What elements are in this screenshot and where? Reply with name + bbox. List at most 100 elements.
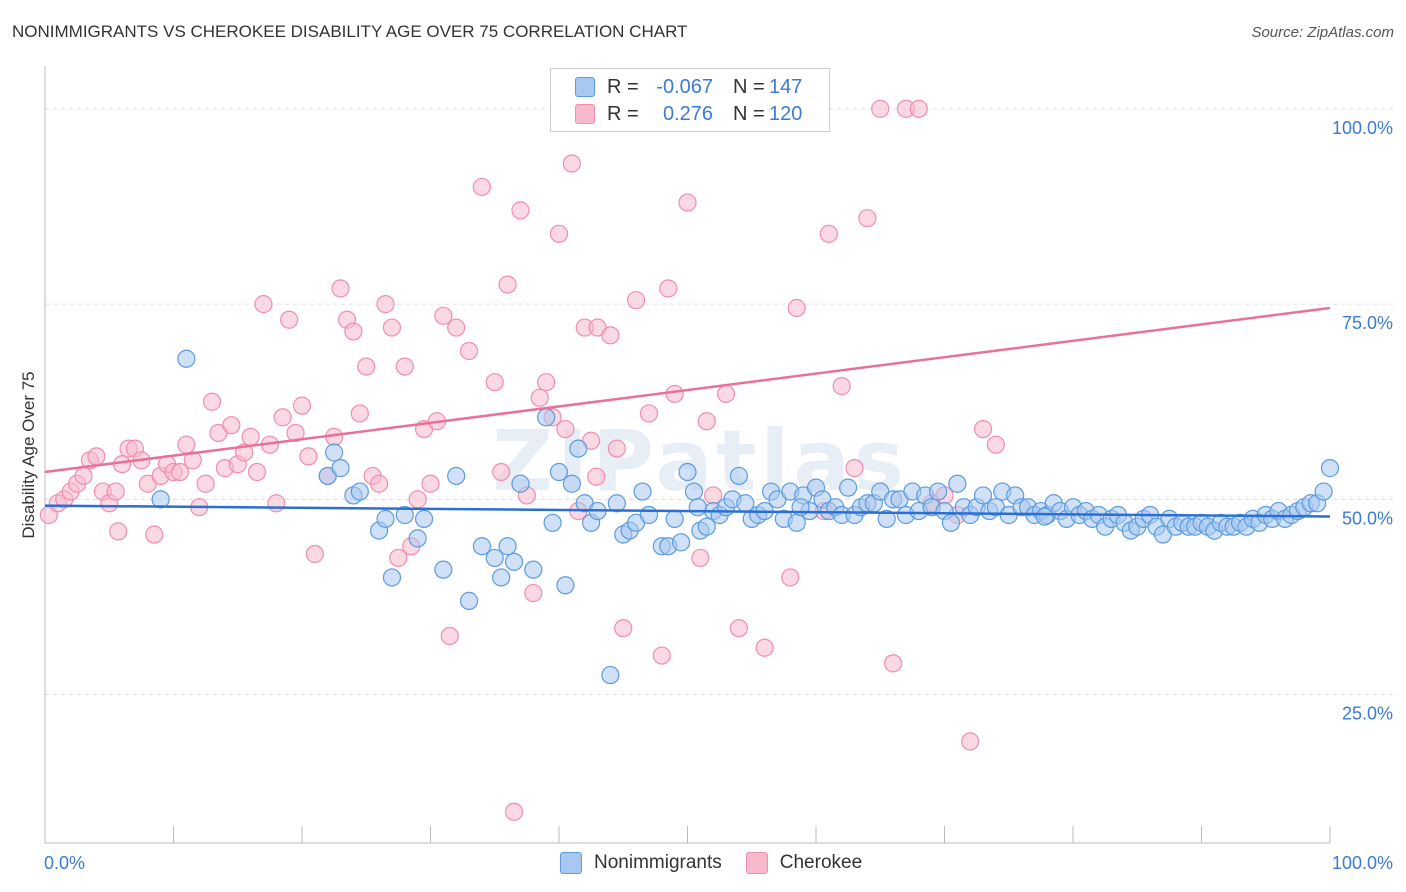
data-point (292, 396, 312, 415)
data-point (504, 802, 524, 821)
data-point (485, 373, 504, 392)
data-point (839, 478, 858, 497)
data-point (504, 552, 524, 571)
data-point (562, 474, 581, 493)
data-point (524, 560, 543, 579)
data-point (267, 494, 286, 513)
cherokee-points (39, 99, 1006, 821)
data-point (440, 626, 459, 646)
data-point (151, 490, 170, 509)
data-point (607, 494, 626, 513)
data-point (549, 462, 569, 482)
trend-line-nonimmigrants (44, 504, 1331, 518)
data-point (671, 533, 691, 552)
data-point (986, 435, 1006, 454)
legend-item-cherokee[interactable]: Cherokee (745, 852, 863, 874)
data-point (697, 412, 716, 431)
legend-swatch-cherokee (575, 104, 595, 124)
y-tick-label: 100.0% (1332, 118, 1393, 138)
correlation-legend: R = -0.067 N = 147 R = 0.276 N = 120 (550, 68, 830, 132)
data-point (688, 498, 707, 517)
data-point (639, 505, 659, 525)
data-point (845, 459, 864, 478)
data-point (941, 513, 961, 532)
data-point (183, 451, 202, 470)
data-point (973, 486, 993, 505)
legend-n-label: N = (733, 102, 765, 125)
x-tick-label: 0.0% (44, 853, 85, 873)
data-point (112, 455, 132, 474)
data-point (447, 318, 466, 337)
data-point (376, 295, 395, 314)
data-point (832, 377, 851, 396)
data-point (587, 467, 606, 486)
data-point (1320, 459, 1340, 478)
data-point (716, 384, 736, 404)
y-tick-labels: 25.0% 50.0% 75.0% 100.0% (1332, 118, 1393, 724)
data-point (299, 447, 318, 466)
data-point (607, 439, 626, 458)
data-point (370, 474, 389, 493)
data-point (498, 275, 517, 294)
data-point (254, 295, 273, 314)
data-point (511, 201, 530, 220)
y-tick-label: 25.0% (1342, 704, 1393, 724)
data-point (350, 482, 369, 501)
legend-swatch-nonimmigrants (575, 77, 595, 97)
data-point (74, 466, 93, 486)
data-point (973, 419, 993, 439)
legend-n-value: 147 (769, 75, 803, 98)
legend-r-value: -0.067 (656, 75, 713, 98)
data-point (626, 291, 646, 310)
data-point (537, 373, 556, 392)
legend-row-nonimmigrants: R = -0.067 N = 147 (575, 74, 802, 100)
data-point (601, 665, 620, 685)
data-point (492, 568, 511, 587)
data-point (472, 537, 491, 556)
axes (44, 66, 1331, 844)
data-point (408, 490, 427, 509)
data-point (344, 322, 363, 341)
data-point (421, 474, 440, 493)
data-point (961, 732, 980, 751)
data-point (556, 419, 575, 439)
legend-item-nonimmigrants[interactable]: Nonimmigrants (560, 852, 722, 874)
data-point (459, 591, 479, 610)
trend-lines (44, 306, 1331, 518)
data-point (729, 466, 749, 486)
data-point (871, 99, 890, 118)
data-point (395, 357, 414, 376)
data-point (530, 388, 549, 407)
data-point (524, 583, 543, 603)
data-point (350, 404, 369, 423)
data-point (556, 576, 575, 595)
legend-n-value: 120 (769, 102, 803, 125)
data-point (569, 439, 588, 458)
data-point (652, 646, 671, 665)
data-point (280, 310, 299, 329)
data-point (170, 462, 190, 482)
data-point (665, 384, 684, 404)
legend-label-cherokee: Cherokee (779, 852, 863, 873)
data-point (601, 326, 620, 345)
data-point (511, 474, 530, 493)
data-point (492, 462, 511, 482)
legend-r-label: R = (607, 75, 639, 98)
data-point (498, 537, 517, 556)
data-point (145, 525, 164, 544)
data-point (858, 209, 877, 228)
data-point (177, 435, 196, 454)
data-point (684, 482, 704, 501)
data-point (196, 474, 215, 493)
y-axis-title: Disability Age Over 75 (19, 371, 38, 538)
data-point (909, 99, 928, 118)
data-point (202, 392, 222, 411)
data-point (485, 548, 504, 568)
data-point (691, 548, 710, 568)
y-tick-label: 50.0% (1342, 508, 1393, 528)
data-point (434, 306, 453, 325)
data-point (357, 357, 376, 376)
chart-source: Source: ZipAtlas.com (1251, 24, 1394, 41)
data-point (665, 509, 684, 528)
data-point (819, 224, 838, 243)
